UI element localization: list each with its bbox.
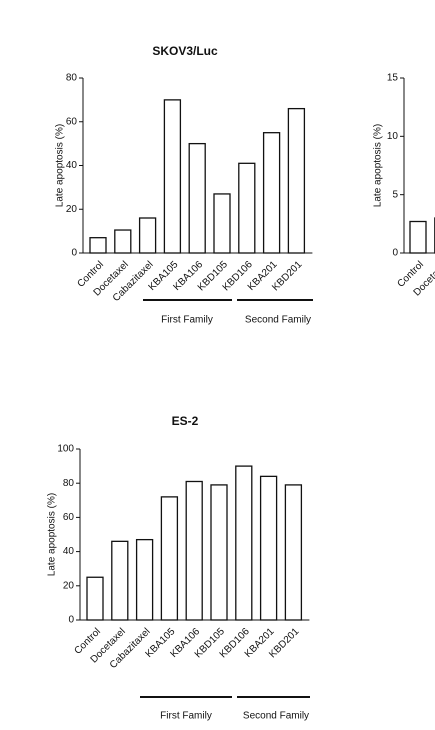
y-tick-label: 40 [66, 160, 78, 171]
bar [90, 238, 106, 253]
bar [410, 222, 426, 254]
bar [87, 577, 103, 620]
y-tick-label: 100 [57, 444, 74, 455]
bar [288, 109, 304, 253]
y-tick-label: 60 [63, 512, 75, 523]
chart-title: ES-2 [172, 414, 199, 428]
group-label: Second Family [243, 711, 309, 722]
bar [211, 485, 227, 620]
bar [214, 194, 230, 253]
y-tick-label: 0 [68, 615, 74, 626]
y-tick-label: 80 [63, 478, 75, 489]
bar [115, 230, 131, 253]
bar [140, 218, 156, 253]
bar [164, 100, 180, 253]
y-axis-label: Late apoptosis (%) [55, 124, 66, 207]
y-tick-label: 20 [63, 580, 75, 591]
bar [161, 497, 177, 620]
y-tick-label: 60 [66, 116, 78, 127]
bar [239, 163, 255, 253]
bar [264, 133, 280, 253]
bar [189, 144, 205, 253]
y-tick-label: 5 [392, 189, 398, 200]
y-tick-label: 80 [66, 73, 78, 84]
group-label: First Family [161, 315, 213, 326]
bar [285, 485, 301, 620]
bar [112, 541, 128, 620]
group-label: First Family [160, 711, 212, 722]
y-tick-label: 0 [71, 248, 77, 259]
y-tick-label: 20 [66, 204, 78, 215]
bar [236, 466, 252, 620]
y-tick-label: 0 [392, 248, 398, 259]
y-axis-label: Late apoptosis (%) [373, 124, 384, 207]
group-label: Second Family [245, 315, 311, 326]
y-axis-label: Late apoptosis (%) [47, 493, 58, 576]
bar [261, 476, 277, 620]
y-tick-label: 15 [387, 73, 399, 84]
figure: SKOV3/LucLate apoptosis (%)020406080Cont… [0, 0, 435, 730]
chart-title: SKOV3/Luc [152, 44, 218, 58]
y-tick-label: 40 [63, 546, 75, 557]
bar [186, 481, 202, 620]
bar [137, 540, 153, 620]
y-tick-label: 10 [387, 131, 399, 142]
